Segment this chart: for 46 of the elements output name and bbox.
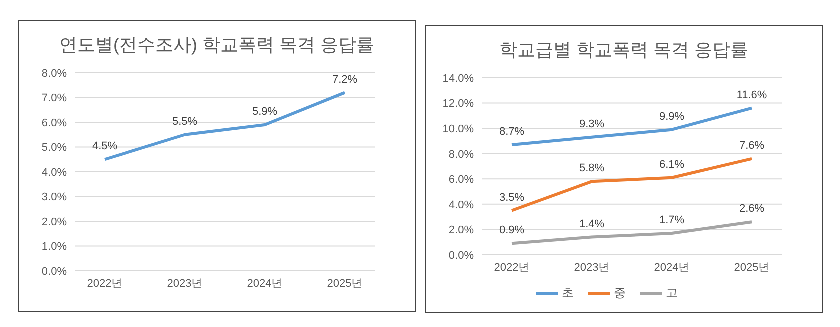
y-tick-label: 10.0% bbox=[442, 123, 474, 136]
x-tick-label: 2024년 bbox=[654, 262, 690, 274]
y-tick-label: 8.0% bbox=[448, 148, 474, 161]
data-label: 8.7% bbox=[499, 126, 525, 138]
data-label: 5.9% bbox=[252, 106, 278, 118]
data-label: 6.1% bbox=[659, 158, 685, 171]
data-label: 5.5% bbox=[172, 116, 198, 128]
x-tick-label: 2023년 bbox=[574, 262, 610, 274]
y-tick-label: 8.0% bbox=[42, 68, 68, 80]
legend-label: 고 bbox=[666, 285, 678, 302]
y-tick-label: 7.0% bbox=[42, 92, 68, 105]
data-label: 9.9% bbox=[659, 110, 685, 123]
y-tick-label: 1.0% bbox=[42, 241, 68, 254]
y-tick-label: 2.0% bbox=[42, 216, 68, 228]
x-tick-label: 2024년 bbox=[247, 278, 283, 290]
data-label: 5.8% bbox=[579, 162, 605, 175]
data-label: 7.6% bbox=[739, 140, 765, 152]
data-label: 1.4% bbox=[579, 218, 605, 230]
x-tick-label: 2023년 bbox=[167, 278, 203, 290]
y-tick-label: 6.0% bbox=[42, 117, 68, 130]
x-tick-label: 2022년 bbox=[87, 278, 123, 290]
y-tick-label: 14.0% bbox=[442, 72, 474, 85]
x-tick-label: 2022년 bbox=[494, 262, 530, 274]
data-label: 11.6% bbox=[736, 89, 768, 102]
legend-label: 중 bbox=[614, 285, 626, 302]
y-tick-label: 0.0% bbox=[42, 266, 68, 278]
data-label: 9.3% bbox=[579, 118, 605, 130]
x-tick-label: 2025년 bbox=[327, 278, 363, 290]
y-tick-label: 4.0% bbox=[42, 166, 68, 179]
y-tick-label: 12.0% bbox=[442, 98, 474, 110]
data-label: 4.5% bbox=[92, 140, 118, 153]
data-label: 1.7% bbox=[659, 214, 685, 227]
y-tick-label: 6.0% bbox=[448, 174, 474, 186]
x-tick-label: 2025년 bbox=[734, 262, 770, 274]
y-tick-label: 0.0% bbox=[448, 250, 474, 262]
data-label: 2.6% bbox=[739, 203, 765, 216]
legend-label: 초 bbox=[562, 285, 574, 302]
chart-title: 학교급별 학교폭력 목격 응답률 bbox=[498, 39, 750, 62]
chart-title: 연도별(전수조사) 학교폭력 목격 응답률 bbox=[58, 34, 376, 57]
data-label: 3.5% bbox=[499, 192, 525, 204]
data-label: 7.2% bbox=[332, 74, 358, 86]
y-tick-label: 4.0% bbox=[448, 199, 474, 212]
y-tick-label: 5.0% bbox=[42, 142, 68, 154]
y-tick-label: 3.0% bbox=[42, 192, 68, 204]
data-label: 0.9% bbox=[499, 224, 525, 237]
y-tick-label: 2.0% bbox=[448, 224, 474, 237]
